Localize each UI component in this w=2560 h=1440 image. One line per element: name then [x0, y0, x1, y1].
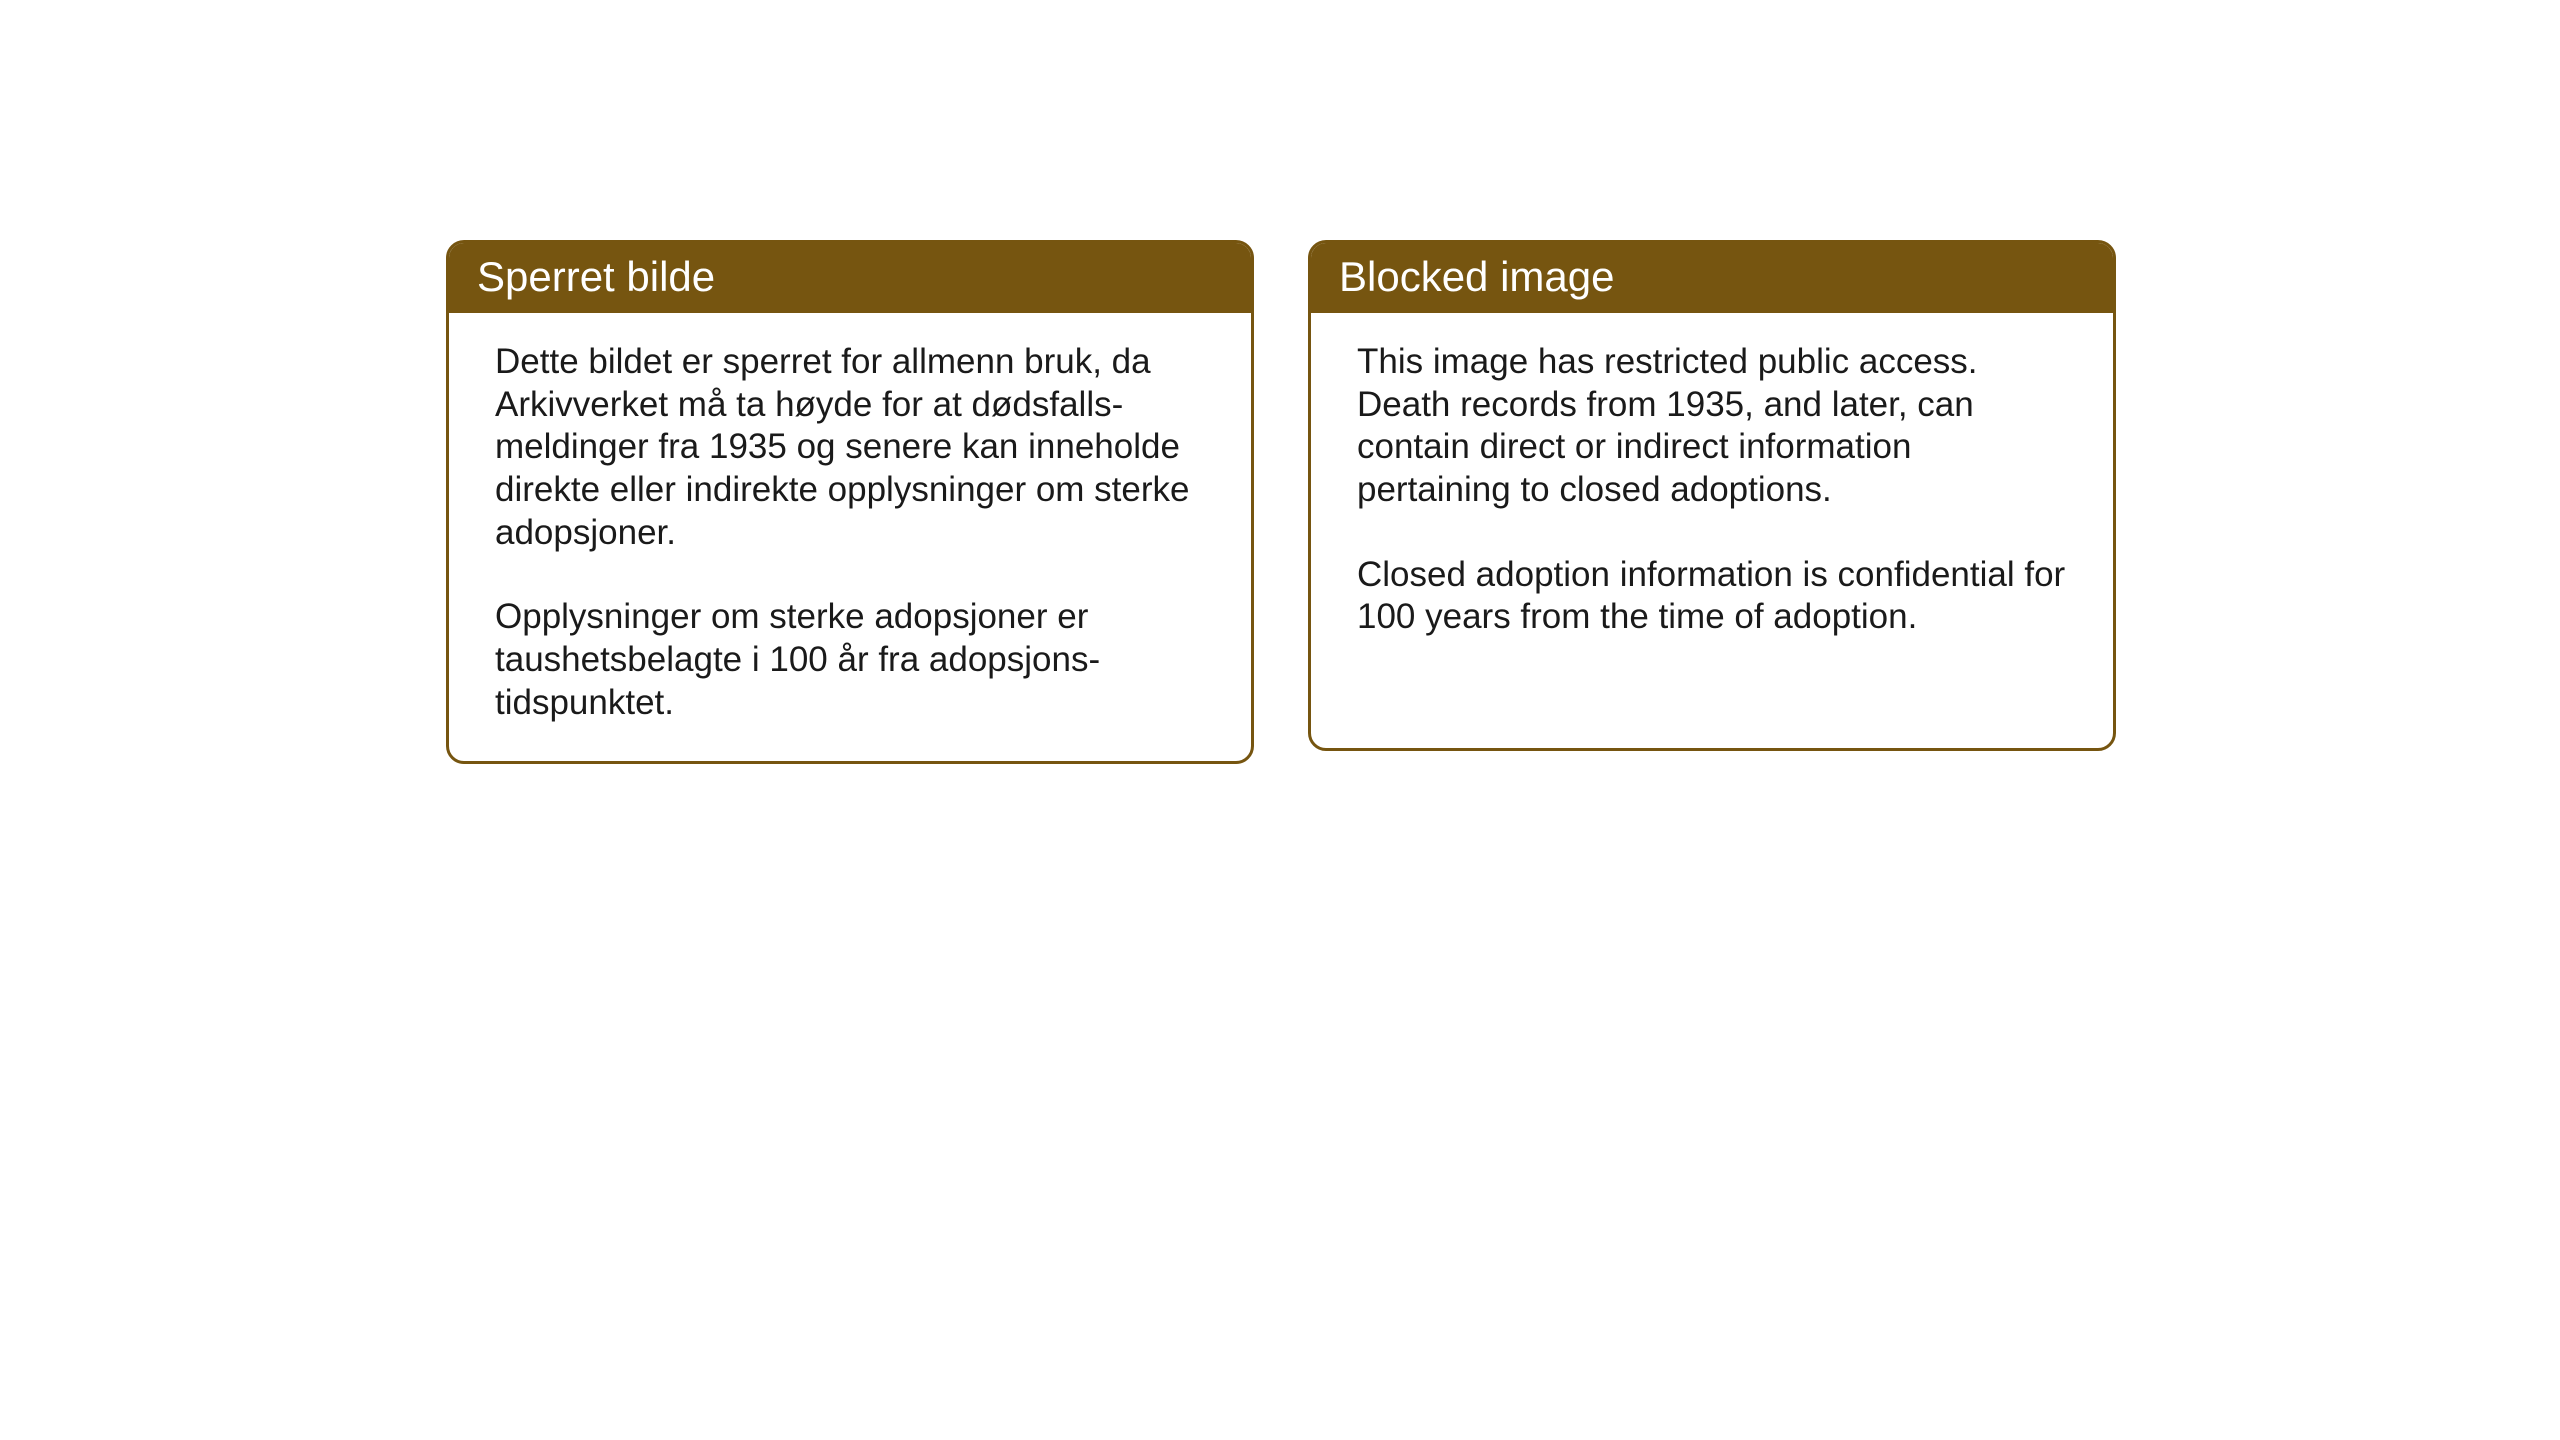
english-card-body: This image has restricted public access.… [1311, 313, 2113, 675]
norwegian-paragraph-1: Dette bildet er sperret for allmenn bruk… [495, 341, 1205, 554]
english-card-title: Blocked image [1311, 243, 2113, 313]
norwegian-card-title: Sperret bilde [449, 243, 1251, 313]
norwegian-paragraph-2: Opplysninger om sterke adopsjoner er tau… [495, 596, 1205, 724]
norwegian-card-body: Dette bildet er sperret for allmenn bruk… [449, 313, 1251, 761]
english-notice-card: Blocked image This image has restricted … [1308, 240, 2116, 751]
english-paragraph-2: Closed adoption information is confident… [1357, 554, 2067, 639]
norwegian-notice-card: Sperret bilde Dette bildet er sperret fo… [446, 240, 1254, 764]
english-paragraph-1: This image has restricted public access.… [1357, 341, 2067, 512]
notice-container: Sperret bilde Dette bildet er sperret fo… [446, 240, 2116, 764]
